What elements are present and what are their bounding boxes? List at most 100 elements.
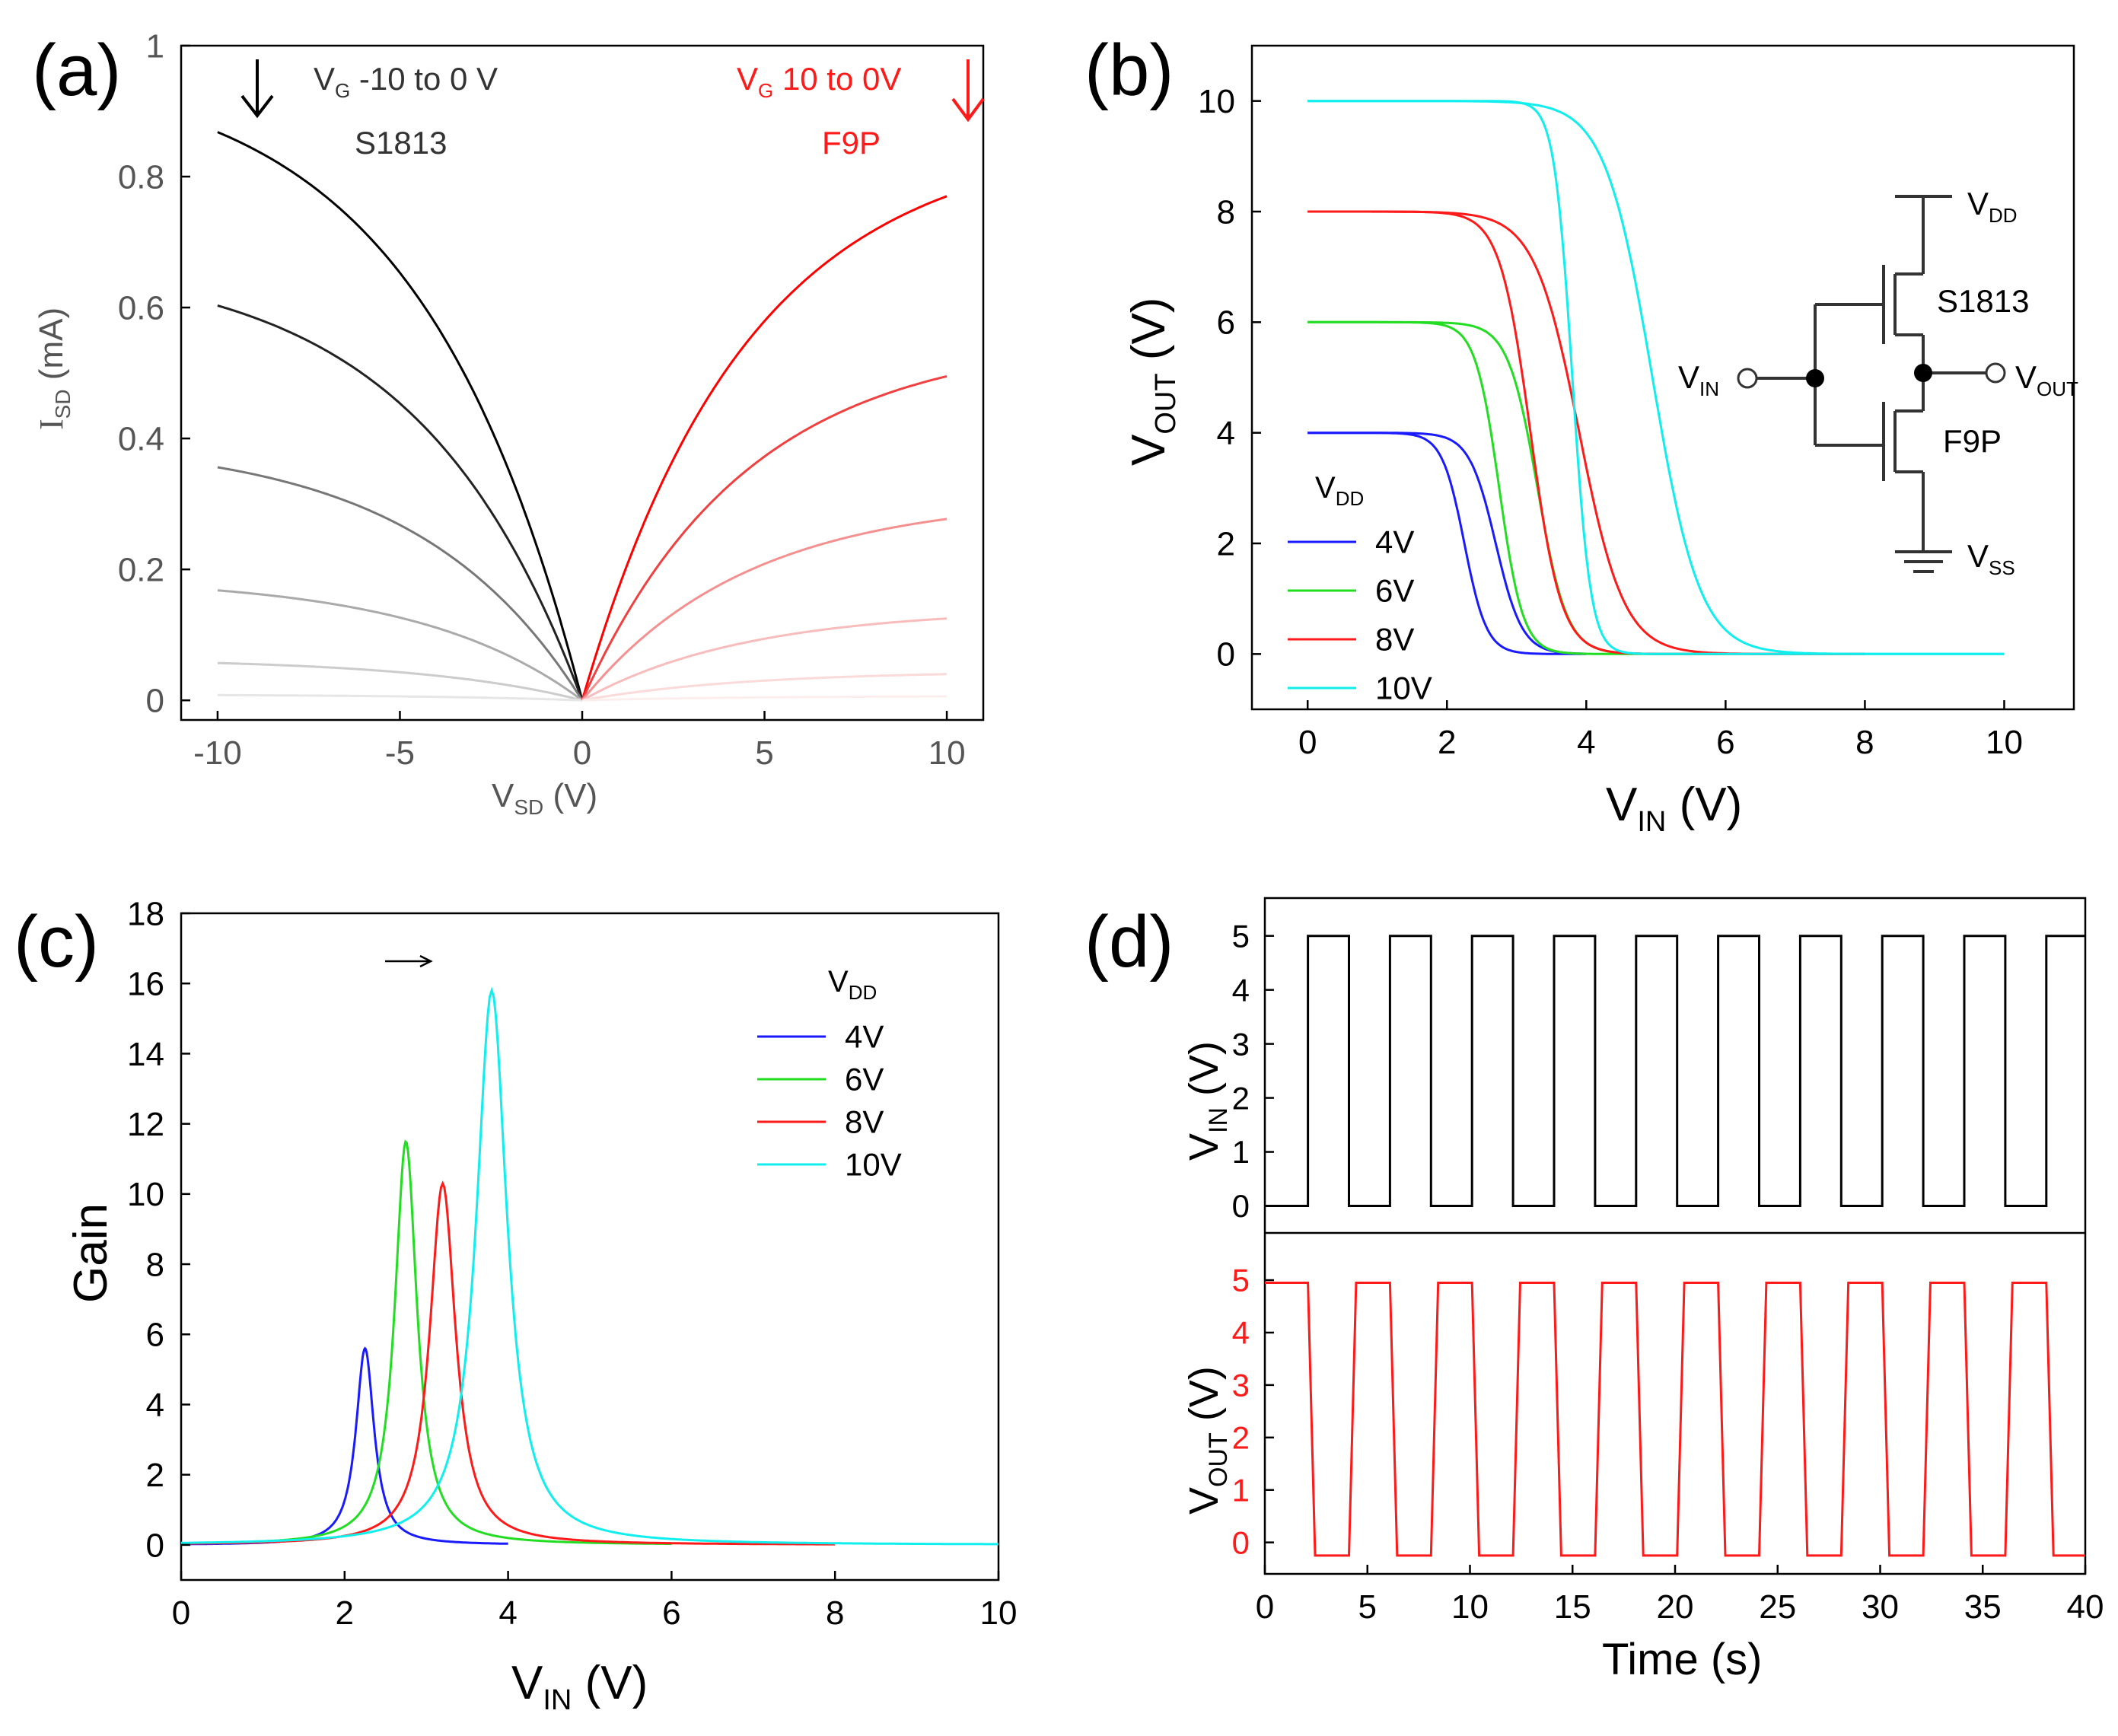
panel-a-curves <box>217 131 948 702</box>
panel-c-series <box>180 986 998 1546</box>
d-xticks-label: 20 <box>1657 1588 1694 1626</box>
panel-b-label: (b) <box>1084 30 1174 111</box>
b-yticks-label: 2 <box>1217 525 1235 562</box>
panel-b-circuit-node-in <box>1806 369 1824 387</box>
panel-b: (b) 0 2 4 6 8 10 0 2 4 6 8 10 VIN (V) VOUT (V) VDD… <box>1084 30 2078 838</box>
panel-a-series <box>217 131 584 701</box>
panel-c-x-ticks: 0 2 4 6 8 10 <box>172 1571 1018 1632</box>
panel-b-x-axis-label: VIN (V) <box>1606 779 1742 838</box>
a-yticks-label: 1 <box>146 27 164 65</box>
panel-d-top-curve <box>1265 935 2085 1207</box>
panel-b-circuit-vdd: VDD <box>1967 186 2018 227</box>
b-xticks-label: 4 <box>1577 724 1595 761</box>
panel-b-series <box>1307 100 2005 655</box>
panel-c-label: (c) <box>14 901 99 983</box>
panel-d-vout-trace <box>1265 1282 2085 1557</box>
panel-b-series <box>1307 432 1587 655</box>
d-bottom-yticks-label: 3 <box>1232 1368 1250 1403</box>
panel-b-series <box>1307 432 1587 655</box>
legend-label-10V: 10V <box>845 1147 902 1183</box>
a-xticks-label: -10 <box>193 734 242 772</box>
panel-a-series <box>581 195 948 701</box>
a-xticks-label: -5 <box>385 734 415 772</box>
panel-a-series <box>581 518 948 702</box>
panel-a-x-axis-label: VSD (V) <box>492 777 597 819</box>
c-yticks-label: 14 <box>127 1036 164 1073</box>
c-yticks-label: 12 <box>127 1106 164 1143</box>
c-yticks-label: 6 <box>146 1317 164 1354</box>
panel-a-annotation-left: VG -10 to 0 V <box>314 61 498 102</box>
legend-label-4V: 4V <box>1375 524 1414 560</box>
legend-label-8V: 8V <box>1375 622 1414 658</box>
panel-c-right-arrow-icon <box>385 954 433 968</box>
panel-d-label: (d) <box>1084 901 1174 983</box>
legend-label-10V: 10V <box>1375 671 1432 706</box>
c-yticks-label: 4 <box>146 1387 164 1424</box>
panel-b-legend: 4V 6V 8V 10V <box>1288 524 1432 706</box>
panel-a: (a) -10 -5 0 5 10 0 0.2 0.4 0.6 0.8 1 VSD (V) ISD… <box>32 27 985 819</box>
d-xticks-label: 40 <box>2067 1588 2104 1626</box>
panel-b-x-ticks: 0 2 4 6 8 10 <box>1298 700 2023 761</box>
a-yticks-label: 0.4 <box>118 421 164 458</box>
panel-a-annotation-right: VG 10 to 0V <box>737 61 901 102</box>
panel-c-frame <box>180 912 1000 1582</box>
panel-b-series <box>1307 320 1726 655</box>
d-top-yticks-label: 5 <box>1232 918 1250 954</box>
panel-d-vin-trace <box>1265 935 2085 1207</box>
panel-b-inverter-circuit <box>1757 195 1986 573</box>
panel-b-y-ticks: 0 2 4 6 8 10 <box>1198 83 1261 674</box>
panel-d-frame <box>1263 897 2087 1575</box>
b-xticks-label: 2 <box>1438 724 1456 761</box>
panel-a-annotation-left-name: S1813 <box>355 125 447 161</box>
b-yticks-label: 8 <box>1217 193 1235 231</box>
panel-a-y-axis-label: ISD (mA) <box>33 307 75 430</box>
panel-a-arrow-right <box>951 59 985 123</box>
panel-a-series <box>217 589 583 702</box>
panel-b-circuit-node-out <box>1914 364 1932 382</box>
panel-d-bottom-curve <box>1265 1282 2085 1557</box>
d-xticks-label: 25 <box>1759 1588 1796 1626</box>
panel-c-legend: 4V 6V 8V 10V <box>757 1019 902 1183</box>
a-xticks-label: 0 <box>573 734 591 772</box>
panel-a-series <box>217 304 584 701</box>
panel-b-circuit-bottom-transistor: F9P <box>1943 423 2002 459</box>
b-yticks-label: 4 <box>1217 415 1235 452</box>
a-yticks-label: 0.8 <box>118 158 164 196</box>
b-yticks-label: 0 <box>1217 636 1235 674</box>
c-yticks-label: 0 <box>146 1527 164 1564</box>
d-bottom-yticks-label: 1 <box>1232 1472 1250 1508</box>
panel-d-x-axis-label: Time (s) <box>1602 1635 1762 1684</box>
legend-label-4V: 4V <box>845 1019 884 1055</box>
legend-label-8V: 8V <box>845 1104 884 1140</box>
panel-d-bottom-y-axis-label: VOUT (V) <box>1181 1366 1233 1515</box>
c-yticks-label: 16 <box>127 966 164 1003</box>
panel-b-circuit-top-transistor: S1813 <box>1937 283 2029 319</box>
d-bottom-yticks-label: 5 <box>1232 1263 1250 1298</box>
a-yticks-label: 0.6 <box>118 289 164 326</box>
panel-c-y-ticks: 0 2 4 6 8 10 12 14 16 18 <box>127 895 190 1564</box>
d-top-yticks-label: 2 <box>1232 1080 1250 1116</box>
panel-c-legend-title: VDD <box>828 965 877 1004</box>
panel-c: (c) 0 2 4 6 8 10 0 2 4 6 8 10 12 14 16 18 VIN (V) Gain… <box>14 895 1017 1716</box>
panel-a-series <box>217 661 583 702</box>
d-bottom-yticks-label: 2 <box>1232 1420 1250 1456</box>
d-xticks-label: 5 <box>1358 1588 1377 1626</box>
d-xticks-label: 15 <box>1554 1588 1591 1626</box>
panel-b-legend-title: VDD <box>1315 471 1364 510</box>
c-yticks-label: 8 <box>146 1246 164 1283</box>
c-xticks-label: 10 <box>980 1594 1018 1632</box>
panel-d-top-y-ticks: 0 1 2 3 4 5 <box>1232 918 1274 1224</box>
c-yticks-label: 2 <box>146 1457 164 1494</box>
panel-a-series <box>581 673 948 702</box>
panel-d-bottom-y-ticks: 0 1 2 3 4 5 <box>1232 1263 1274 1560</box>
panel-b-circuit-terminal-out <box>1985 362 2006 384</box>
panel-a-series <box>217 693 583 702</box>
panel-a-annotation-right-name: F9P <box>822 125 881 161</box>
b-xticks-label: 6 <box>1716 724 1734 761</box>
panel-c-series <box>181 1139 672 1545</box>
panel-c-y-axis-label: Gain <box>65 1203 117 1303</box>
legend-label-6V: 6V <box>1375 573 1414 609</box>
panel-b-frame <box>1250 44 2075 711</box>
d-xticks-label: 10 <box>1451 1588 1489 1626</box>
c-xticks-label: 6 <box>662 1594 680 1632</box>
